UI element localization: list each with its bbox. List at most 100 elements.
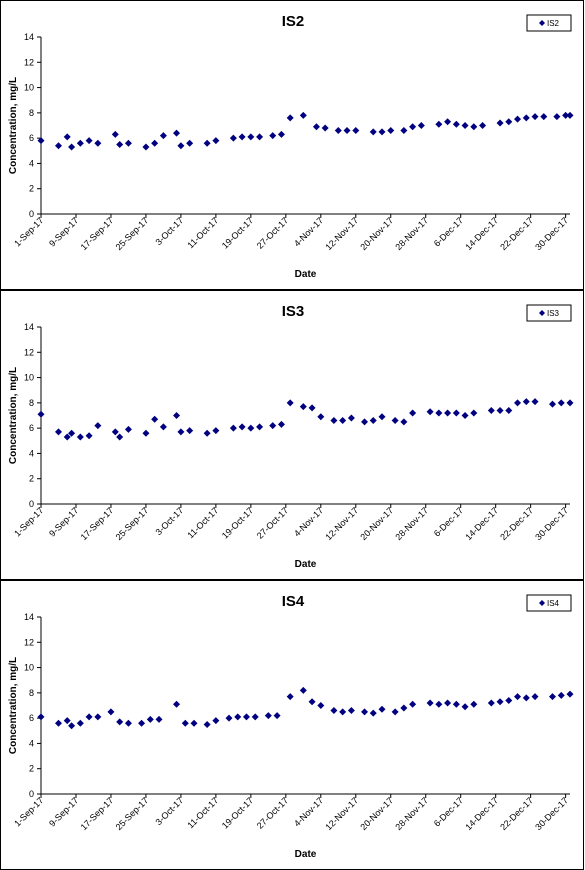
legend-box xyxy=(526,594,572,612)
data-point xyxy=(470,123,478,131)
data-point xyxy=(531,693,539,701)
x-tick-label: 14-Dec-17 xyxy=(463,505,500,542)
data-point xyxy=(299,686,307,694)
data-point xyxy=(505,406,513,414)
data-point xyxy=(299,111,307,119)
x-tick-label: 14-Dec-17 xyxy=(463,795,500,832)
y-tick-label: 12 xyxy=(24,57,34,67)
data-point xyxy=(85,137,93,145)
data-point xyxy=(159,423,167,431)
data-point xyxy=(242,713,250,721)
data-point xyxy=(286,399,294,407)
data-point xyxy=(159,132,167,140)
data-point xyxy=(505,696,513,704)
data-point xyxy=(566,690,574,698)
x-axis-label: Date xyxy=(295,269,317,280)
x-tick-label: 30-Dec-17 xyxy=(533,215,570,252)
data-point xyxy=(400,127,408,135)
data-point xyxy=(203,429,211,437)
data-point xyxy=(562,111,570,119)
data-point xyxy=(186,139,194,147)
data-point xyxy=(378,128,386,136)
x-axis-label: Date xyxy=(295,849,317,860)
data-point xyxy=(496,119,504,127)
y-tick-label: 4 xyxy=(29,448,34,458)
y-tick-label: 10 xyxy=(24,83,34,93)
data-point xyxy=(124,719,132,727)
data-point xyxy=(256,133,264,141)
data-point xyxy=(68,429,76,437)
x-tick-label: 20-Nov-17 xyxy=(358,215,395,252)
x-tick-label: 4-Nov-17 xyxy=(292,505,325,538)
x-tick-label: 11-Oct-17 xyxy=(185,795,220,830)
data-point xyxy=(321,124,329,132)
x-tick-label: 17-Sep-17 xyxy=(79,215,116,252)
x-tick-label: 17-Sep-17 xyxy=(79,795,116,832)
data-point xyxy=(234,713,242,721)
x-tick-label: 28-Nov-17 xyxy=(393,505,430,542)
data-point xyxy=(339,417,347,425)
y-tick-label: 10 xyxy=(24,373,34,383)
x-tick-label: 28-Nov-17 xyxy=(393,215,430,252)
data-point xyxy=(461,122,469,129)
x-tick-label: 14-Dec-17 xyxy=(463,215,500,252)
x-tick-label: 3-Oct-17 xyxy=(153,505,185,537)
data-point xyxy=(37,410,45,418)
x-tick-label: 12-Nov-17 xyxy=(323,215,360,252)
data-point xyxy=(557,399,565,407)
data-point xyxy=(361,708,369,716)
data-point xyxy=(369,417,377,425)
data-point xyxy=(138,719,146,727)
data-point xyxy=(347,414,355,422)
y-tick-label: 2 xyxy=(29,764,34,774)
data-point xyxy=(277,420,285,428)
x-tick-label: 9-Sep-17 xyxy=(47,505,80,538)
data-point xyxy=(203,720,211,728)
data-point xyxy=(37,137,45,145)
data-point xyxy=(229,134,237,142)
legend: IS2 xyxy=(526,14,572,32)
x-tick-label: 30-Dec-17 xyxy=(533,505,570,542)
legend: IS3 xyxy=(526,304,572,322)
x-tick-label: 1-Sep-17 xyxy=(12,215,45,248)
data-point xyxy=(111,428,119,436)
data-point xyxy=(151,139,159,147)
data-point xyxy=(181,719,189,727)
x-tick-label: 20-Nov-17 xyxy=(358,795,395,832)
data-point xyxy=(334,127,342,135)
data-point xyxy=(177,142,185,150)
legend-marker xyxy=(539,310,545,316)
x-tick-label: 27-Oct-17 xyxy=(255,505,290,540)
data-point xyxy=(317,413,325,421)
chart-panel-is2: IS2 0 2 4 6 8 10 12 14 1-Sep-17 9-Sep-17 17-Sep-17 2… xyxy=(0,0,584,290)
data-point xyxy=(330,707,338,715)
data-point xyxy=(496,406,504,414)
y-tick-label: 0 xyxy=(29,789,34,799)
y-tick-label: 6 xyxy=(29,713,34,723)
x-tick-label: 6-Dec-17 xyxy=(432,505,465,538)
data-point xyxy=(68,722,76,730)
x-tick-label: 22-Dec-17 xyxy=(498,215,535,252)
data-point xyxy=(378,705,386,713)
legend-label: IS4 xyxy=(547,599,560,608)
data-point xyxy=(361,418,369,426)
x-tick-label: 1-Sep-17 xyxy=(12,795,45,828)
x-tick-label: 12-Nov-17 xyxy=(323,505,360,542)
y-tick-label: 12 xyxy=(24,347,34,357)
data-point xyxy=(173,700,181,708)
data-point xyxy=(426,408,434,416)
legend-label: IS3 xyxy=(547,309,560,318)
data-point xyxy=(269,422,277,430)
data-point xyxy=(522,398,530,406)
y-tick-label: 14 xyxy=(24,32,34,42)
y-tick-label: 2 xyxy=(29,184,34,194)
data-point xyxy=(54,719,62,727)
x-tick-label: 3-Oct-17 xyxy=(153,795,185,827)
data-point xyxy=(85,432,93,440)
data-point xyxy=(273,712,281,720)
data-point xyxy=(94,139,102,147)
data-point xyxy=(173,412,181,419)
data-point xyxy=(37,713,45,721)
data-point xyxy=(514,115,522,123)
